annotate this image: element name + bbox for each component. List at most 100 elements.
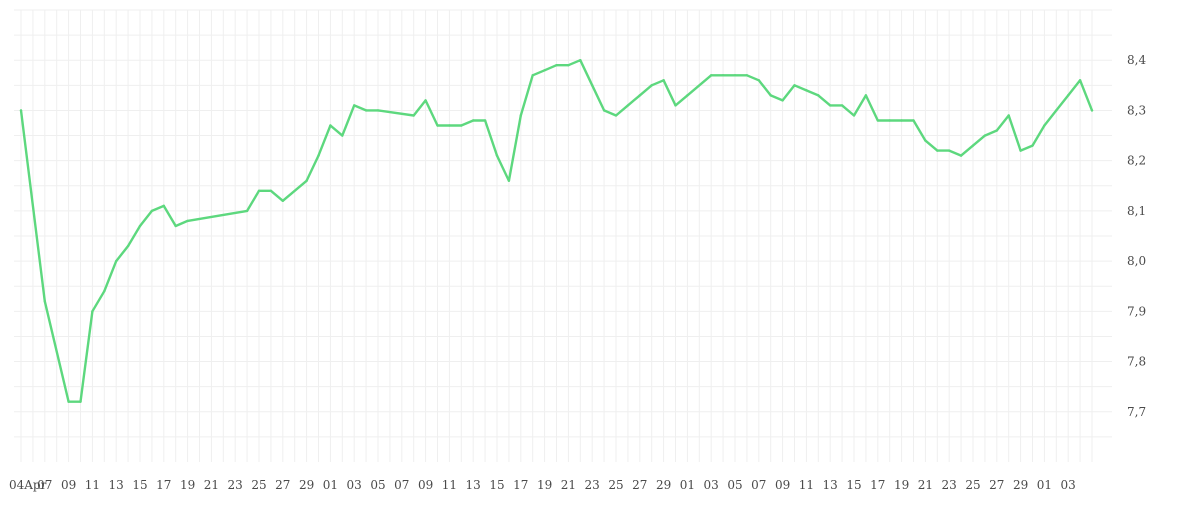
- data-point: [19, 109, 23, 112]
- data-point: [852, 114, 856, 117]
- data-point: [579, 59, 582, 62]
- x-tick-label: 11: [799, 478, 814, 492]
- data-point: [1043, 124, 1046, 127]
- data-point: [924, 139, 927, 142]
- data-point: [1055, 109, 1058, 112]
- x-tick-label: 11: [85, 478, 100, 492]
- data-point: [186, 219, 189, 223]
- x-tick-label: 23: [942, 478, 957, 492]
- data-point: [460, 124, 463, 127]
- data-point: [91, 310, 94, 313]
- data-point: [710, 74, 713, 77]
- x-tick-label: 25: [965, 478, 980, 492]
- data-point: [43, 300, 46, 303]
- data-point: [305, 179, 308, 182]
- x-tick-label: 03: [347, 478, 362, 492]
- grid: [14, 9, 1112, 462]
- x-tick-label: 03: [1061, 478, 1076, 492]
- data-point: [1067, 94, 1070, 97]
- x-tick-label: 01: [323, 478, 338, 492]
- data-point: [353, 104, 356, 107]
- x-tick-label: 25: [251, 478, 266, 492]
- y-tick-label: 7,7: [1127, 405, 1146, 419]
- data-point: [436, 124, 439, 127]
- x-tick-label: 19: [180, 478, 195, 492]
- x-tick-label: 05: [727, 478, 742, 492]
- data-point: [757, 79, 760, 82]
- data-point: [912, 119, 915, 122]
- x-tick-label: 01: [680, 478, 695, 492]
- data-point: [721, 74, 725, 77]
- data-point: [376, 109, 380, 112]
- data-point: [971, 144, 975, 147]
- data-point: [1090, 109, 1094, 112]
- data-point: [424, 99, 427, 102]
- data-point: [317, 154, 320, 157]
- data-point: [162, 204, 165, 208]
- x-tick-label: 03: [704, 478, 719, 492]
- x-tick-label: 15: [846, 478, 861, 492]
- data-point: [567, 64, 570, 67]
- data-point: [638, 94, 641, 97]
- data-point: [245, 209, 249, 213]
- x-tick-label: 23: [585, 478, 600, 492]
- data-point: [67, 400, 70, 403]
- data-point: [507, 179, 511, 182]
- x-tick-label: 07: [37, 478, 52, 492]
- series-layer: [19, 59, 1094, 403]
- data-point: [686, 94, 689, 97]
- x-tick-label: 19: [894, 478, 909, 492]
- y-tick-label: 7,8: [1127, 355, 1146, 369]
- data-point: [531, 74, 534, 77]
- data-point: [483, 119, 487, 122]
- data-point: [995, 129, 998, 132]
- data-point: [412, 114, 415, 117]
- y-tick-label: 8,0: [1127, 254, 1146, 268]
- data-point: [876, 119, 879, 122]
- data-point: [817, 94, 820, 97]
- data-point: [829, 104, 832, 107]
- data-point: [126, 244, 130, 248]
- data-point: [769, 94, 772, 97]
- x-tick-label: 27: [989, 478, 1004, 492]
- x-tick-label: 09: [61, 478, 76, 492]
- x-tick-label: 19: [537, 478, 552, 492]
- x-tick-label: 15: [489, 478, 504, 492]
- y-axis-ticks: 7,7 7,8 7,9 8,0 8,1 8,2 8,3 8,4: [1127, 53, 1146, 419]
- data-point: [364, 109, 368, 112]
- x-tick-label: 29: [299, 478, 314, 492]
- y-tick-label: 8,3: [1127, 103, 1146, 117]
- data-point: [840, 104, 844, 107]
- data-point: [174, 224, 177, 228]
- data-point: [793, 84, 796, 87]
- x-tick-label: 01: [1037, 478, 1052, 492]
- x-tick-label: 27: [632, 478, 647, 492]
- data-point: [614, 114, 618, 117]
- x-tick-label: 17: [870, 478, 885, 492]
- data-point: [983, 134, 987, 137]
- data-point: [79, 400, 82, 403]
- data-point: [1007, 114, 1010, 117]
- data-point: [1078, 79, 1082, 82]
- data-point: [115, 259, 118, 263]
- data-point: [602, 109, 606, 112]
- x-tick-label: 11: [442, 478, 457, 492]
- data-point: [888, 119, 891, 122]
- data-point: [662, 79, 665, 82]
- data-point: [864, 94, 868, 97]
- data-point: [781, 99, 784, 102]
- data-point: [269, 189, 273, 192]
- x-tick-label: 13: [109, 478, 124, 492]
- data-point: [805, 89, 808, 92]
- x-tick-label: 13: [466, 478, 481, 492]
- data-point: [674, 104, 677, 107]
- data-point: [543, 69, 546, 72]
- y-tick-label: 7,9: [1127, 304, 1146, 318]
- data-point: [103, 290, 106, 293]
- x-tick-label: 07: [751, 478, 766, 492]
- x-tick-label: 04Apr: [9, 478, 47, 492]
- data-point: [472, 119, 475, 122]
